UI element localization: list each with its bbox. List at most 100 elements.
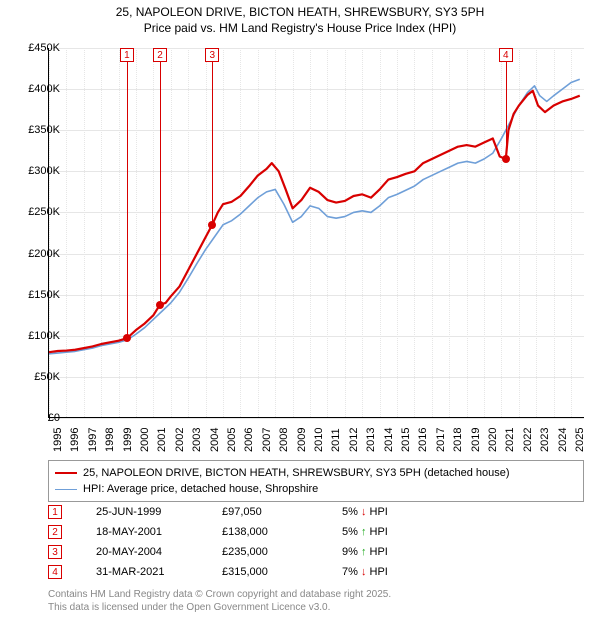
sale-marker-dot xyxy=(502,155,510,163)
sale-marker-line xyxy=(506,62,507,159)
sale-marker-dot xyxy=(156,301,164,309)
sale-marker-label: 3 xyxy=(205,48,219,62)
y-tick-label: £150K xyxy=(16,289,60,301)
x-tick-label: 2018 xyxy=(452,428,464,452)
legend-swatch xyxy=(55,472,77,474)
sale-diff-vs: HPI xyxy=(366,546,387,558)
sale-price: £315,000 xyxy=(222,566,332,578)
x-tick-label: 2024 xyxy=(557,428,569,452)
sale-row-marker: 1 xyxy=(48,505,62,519)
y-tick-label: £250K xyxy=(16,206,60,218)
title-block: 25, NAPOLEON DRIVE, BICTON HEATH, SHREWS… xyxy=(0,0,600,36)
sale-price: £97,050 xyxy=(222,506,332,518)
x-tick-label: 1996 xyxy=(69,428,81,452)
x-tick-label: 2021 xyxy=(504,428,516,452)
sale-date: 31-MAR-2021 xyxy=(72,566,212,578)
x-tick-label: 1999 xyxy=(122,428,134,452)
x-tick-label: 2008 xyxy=(278,428,290,452)
sale-diff-vs: HPI xyxy=(366,526,387,538)
title-line-2: Price paid vs. HM Land Registry's House … xyxy=(0,20,600,36)
x-tick-label: 2019 xyxy=(470,428,482,452)
y-tick-label: £400K xyxy=(16,83,60,95)
x-tick-label: 2016 xyxy=(417,428,429,452)
gridline-h xyxy=(49,418,584,419)
x-tick-label: 2017 xyxy=(435,428,447,452)
legend-label: HPI: Average price, detached house, Shro… xyxy=(83,483,318,495)
footer-line-2: This data is licensed under the Open Gov… xyxy=(48,601,584,614)
sale-marker-dot xyxy=(208,221,216,229)
x-tick-label: 2001 xyxy=(156,428,168,452)
sale-price: £235,000 xyxy=(222,546,332,558)
x-tick-label: 2014 xyxy=(383,428,395,452)
sale-marker-label: 2 xyxy=(153,48,167,62)
legend-swatch xyxy=(55,489,77,490)
legend-item: HPI: Average price, detached house, Shro… xyxy=(55,481,577,497)
sale-date: 20-MAY-2004 xyxy=(72,546,212,558)
sale-row-marker: 3 xyxy=(48,545,62,559)
footer: Contains HM Land Registry data © Crown c… xyxy=(48,588,584,614)
legend-item: 25, NAPOLEON DRIVE, BICTON HEATH, SHREWS… xyxy=(55,465,577,481)
x-tick-label: 2013 xyxy=(365,428,377,452)
sale-marker-line xyxy=(160,62,161,305)
sale-marker-label: 4 xyxy=(499,48,513,62)
x-tick-label: 1997 xyxy=(87,428,99,452)
x-tick-label: 2006 xyxy=(243,428,255,452)
sale-row: 4 31-MAR-2021 £315,000 7% ↓ HPI xyxy=(48,562,584,582)
sale-diff-vs: HPI xyxy=(366,566,387,578)
legend-label: 25, NAPOLEON DRIVE, BICTON HEATH, SHREWS… xyxy=(83,467,510,479)
y-tick-label: £200K xyxy=(16,248,60,260)
sale-diff: 7% ↓ HPI xyxy=(342,566,462,578)
y-tick-label: £0 xyxy=(16,412,60,424)
y-tick-label: £350K xyxy=(16,124,60,136)
x-tick-label: 2010 xyxy=(313,428,325,452)
y-tick-label: £100K xyxy=(16,330,60,342)
sale-row: 1 25-JUN-1999 £97,050 5% ↓ HPI xyxy=(48,502,584,522)
y-tick-label: £450K xyxy=(16,42,60,54)
x-tick-label: 1998 xyxy=(104,428,116,452)
x-tick-label: 2025 xyxy=(574,428,586,452)
sale-price: £138,000 xyxy=(222,526,332,538)
sale-marker-line xyxy=(127,62,128,338)
x-tick-label: 2000 xyxy=(139,428,151,452)
sale-diff-pct: 5% xyxy=(342,526,361,538)
title-line-1: 25, NAPOLEON DRIVE, BICTON HEATH, SHREWS… xyxy=(0,4,600,20)
sale-diff-vs: HPI xyxy=(366,506,387,518)
x-tick-label: 2023 xyxy=(539,428,551,452)
x-tick-label: 2009 xyxy=(296,428,308,452)
sale-row: 3 20-MAY-2004 £235,000 9% ↑ HPI xyxy=(48,542,584,562)
sale-row: 2 18-MAY-2001 £138,000 5% ↑ HPI xyxy=(48,522,584,542)
sale-row-marker: 4 xyxy=(48,565,62,579)
y-tick-label: £50K xyxy=(16,371,60,383)
x-tick-label: 2012 xyxy=(348,428,360,452)
series-line xyxy=(49,79,580,354)
x-tick-label: 2011 xyxy=(330,428,342,452)
x-tick-label: 2002 xyxy=(174,428,186,452)
x-tick-label: 2007 xyxy=(261,428,273,452)
sale-marker-label: 1 xyxy=(120,48,134,62)
series-svg xyxy=(49,48,585,418)
x-tick-label: 2004 xyxy=(209,428,221,452)
sale-diff-pct: 5% xyxy=(342,506,361,518)
sale-date: 25-JUN-1999 xyxy=(72,506,212,518)
chart-container: 25, NAPOLEON DRIVE, BICTON HEATH, SHREWS… xyxy=(0,0,600,620)
chart-area: 1 2 3 4 xyxy=(48,48,584,418)
x-tick-label: 2005 xyxy=(226,428,238,452)
sale-date: 18-MAY-2001 xyxy=(72,526,212,538)
plot: 1 2 3 4 xyxy=(48,48,584,418)
sale-diff: 5% ↓ HPI xyxy=(342,506,462,518)
sales-table: 1 25-JUN-1999 £97,050 5% ↓ HPI 2 18-MAY-2001 £… xyxy=(48,502,584,582)
x-tick-label: 2015 xyxy=(400,428,412,452)
sale-marker-line xyxy=(212,62,213,225)
legend: 25, NAPOLEON DRIVE, BICTON HEATH, SHREWS… xyxy=(48,460,584,502)
sale-row-marker: 2 xyxy=(48,525,62,539)
x-tick-label: 2020 xyxy=(487,428,499,452)
sale-diff: 9% ↑ HPI xyxy=(342,546,462,558)
sale-diff: 5% ↑ HPI xyxy=(342,526,462,538)
footer-line-1: Contains HM Land Registry data © Crown c… xyxy=(48,588,584,601)
x-tick-label: 2003 xyxy=(191,428,203,452)
sale-diff-pct: 9% xyxy=(342,546,361,558)
series-line xyxy=(49,91,580,352)
x-tick-label: 2022 xyxy=(522,428,534,452)
sale-diff-pct: 7% xyxy=(342,566,361,578)
x-tick-label: 1995 xyxy=(52,428,64,452)
